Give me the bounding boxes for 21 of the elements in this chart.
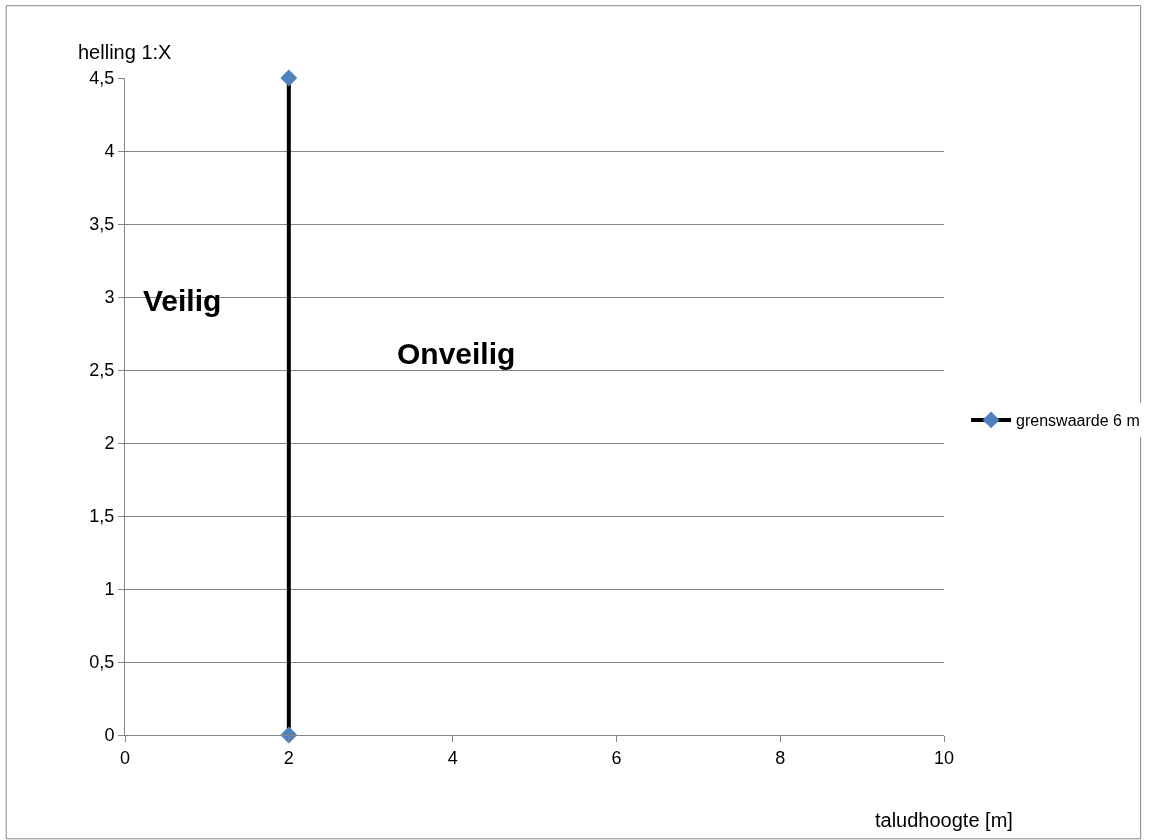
x-axis-title: taludhoogte [m]: [875, 809, 1013, 831]
x-tick-label: 8: [775, 747, 786, 768]
x-tick-label: 4: [447, 747, 458, 768]
annotation: Veilig: [143, 284, 222, 317]
y-axis-title: helling 1:X: [78, 41, 172, 63]
legend-label: grenswaarde 6 m: [1016, 412, 1140, 430]
y-tick-label: 3: [104, 287, 115, 308]
y-tick-label: 4,5: [89, 68, 115, 89]
x-tick-label: 0: [119, 747, 131, 768]
x-tick-label: 10: [934, 747, 955, 768]
y-tick-label: 2,5: [89, 360, 115, 381]
y-tick-label: 0,5: [89, 652, 115, 673]
y-tick-label: 2: [104, 433, 115, 454]
annotation: Onveilig: [397, 337, 516, 370]
y-tick-label: 0: [104, 725, 115, 746]
x-tick-label: 6: [611, 747, 622, 768]
y-tick-label: 1: [104, 579, 115, 600]
x-tick-label: 2: [283, 747, 294, 768]
y-tick-label: 3,5: [89, 214, 115, 235]
y-tick-label: 4: [104, 141, 115, 162]
y-tick-label: 1,5: [89, 506, 115, 527]
